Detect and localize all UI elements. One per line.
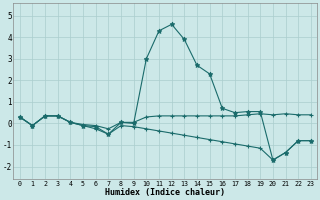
X-axis label: Humidex (Indice chaleur): Humidex (Indice chaleur)	[105, 188, 225, 197]
